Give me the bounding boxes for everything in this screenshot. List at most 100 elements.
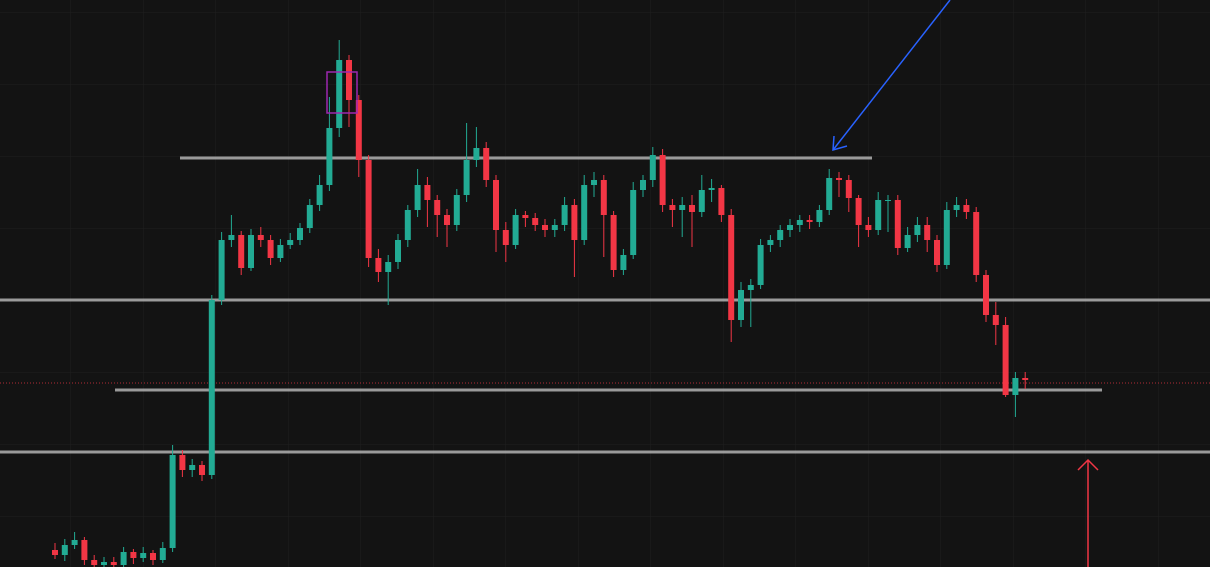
candle-body: [199, 465, 205, 475]
red-arrow: [1077, 458, 1099, 567]
candle-body: [336, 60, 343, 128]
candle-body: [159, 548, 166, 560]
candle-body: [218, 240, 225, 300]
candle-body: [1022, 378, 1029, 380]
candle-body: [806, 220, 813, 222]
candle-body: [630, 190, 637, 255]
candle-body: [875, 200, 882, 230]
candle-body: [395, 240, 401, 262]
blue-arrow: [832, 0, 951, 152]
candle-body: [179, 455, 186, 470]
candle-body: [52, 550, 58, 555]
candle-body: [649, 155, 656, 180]
candle-body: [404, 210, 411, 240]
candle-body: [816, 210, 823, 222]
candle-body: [718, 188, 725, 215]
candle-body: [306, 205, 313, 228]
candle-body: [110, 562, 117, 565]
candle-body: [424, 185, 431, 200]
candle-body: [600, 180, 607, 215]
candle-body: [473, 148, 480, 160]
candle-body: [1012, 378, 1019, 395]
candle-body: [747, 285, 754, 290]
candle-body: [934, 240, 940, 265]
candle-body: [620, 255, 627, 270]
candle-body: [502, 230, 509, 245]
candle-body: [414, 185, 421, 210]
candle-body: [542, 225, 548, 230]
candle-body: [365, 160, 372, 258]
candle-body: [444, 215, 450, 225]
candle-body: [463, 160, 470, 195]
candle-body: [983, 275, 989, 315]
candle-body: [512, 215, 519, 245]
candle-body: [169, 455, 176, 548]
candle-body: [914, 225, 921, 235]
candle-body: [924, 225, 931, 240]
candle-body: [865, 225, 872, 230]
candle-body: [953, 205, 960, 210]
candle-body: [708, 188, 715, 190]
candle-body: [493, 180, 499, 230]
candle-body: [757, 245, 764, 285]
candle-body: [904, 235, 911, 248]
candle-body: [591, 180, 597, 185]
candle-body: [150, 553, 156, 560]
candle-body: [679, 205, 686, 210]
candle-body: [81, 540, 88, 560]
candle-body: [571, 205, 578, 240]
candle-body: [287, 240, 294, 245]
candle-body: [71, 540, 78, 545]
candle-body: [483, 148, 490, 180]
candle-body: [316, 185, 323, 205]
candle-body: [257, 235, 264, 240]
candle-body: [140, 553, 147, 558]
candle-body: [228, 235, 235, 240]
candle-body: [836, 178, 842, 180]
candle-body: [551, 225, 558, 230]
candle-body: [787, 225, 793, 230]
candle-body: [845, 180, 852, 198]
candle-body: [561, 205, 568, 225]
candle-body: [346, 60, 352, 100]
candle-body: [532, 218, 539, 225]
candle-body: [277, 245, 284, 258]
candle-body: [189, 465, 196, 470]
candle-body: [375, 258, 382, 272]
candle-body: [777, 230, 784, 240]
candle-body: [855, 198, 862, 225]
candle-body: [659, 155, 666, 205]
candle-body: [689, 205, 695, 212]
candles: [52, 40, 1029, 567]
candle-body: [238, 235, 245, 268]
candle-body: [610, 215, 617, 270]
candle-body: [698, 190, 705, 212]
candle-body: [355, 100, 362, 160]
candle-body: [728, 215, 735, 320]
candle-body: [894, 200, 901, 248]
candle-body: [208, 300, 215, 475]
candle-body: [640, 180, 646, 190]
candle-body: [522, 215, 529, 218]
candle-body: [826, 178, 833, 210]
candle-body: [669, 205, 676, 210]
candle-body: [885, 200, 891, 201]
candle-body: [767, 240, 774, 245]
candle-body: [120, 552, 127, 565]
candle-body: [738, 290, 744, 320]
candle-body: [1002, 325, 1009, 395]
candle-body: [963, 205, 970, 212]
candle-body: [943, 210, 950, 265]
candle-body: [992, 315, 999, 325]
candle-body: [130, 552, 137, 558]
candle-body: [61, 545, 68, 555]
candle-body: [434, 200, 441, 215]
candle-body: [248, 235, 254, 268]
candle-body: [267, 240, 274, 258]
candle-body: [91, 560, 98, 565]
highlight-box: [326, 71, 358, 114]
candle-body: [453, 195, 460, 225]
candle-body: [581, 185, 588, 240]
